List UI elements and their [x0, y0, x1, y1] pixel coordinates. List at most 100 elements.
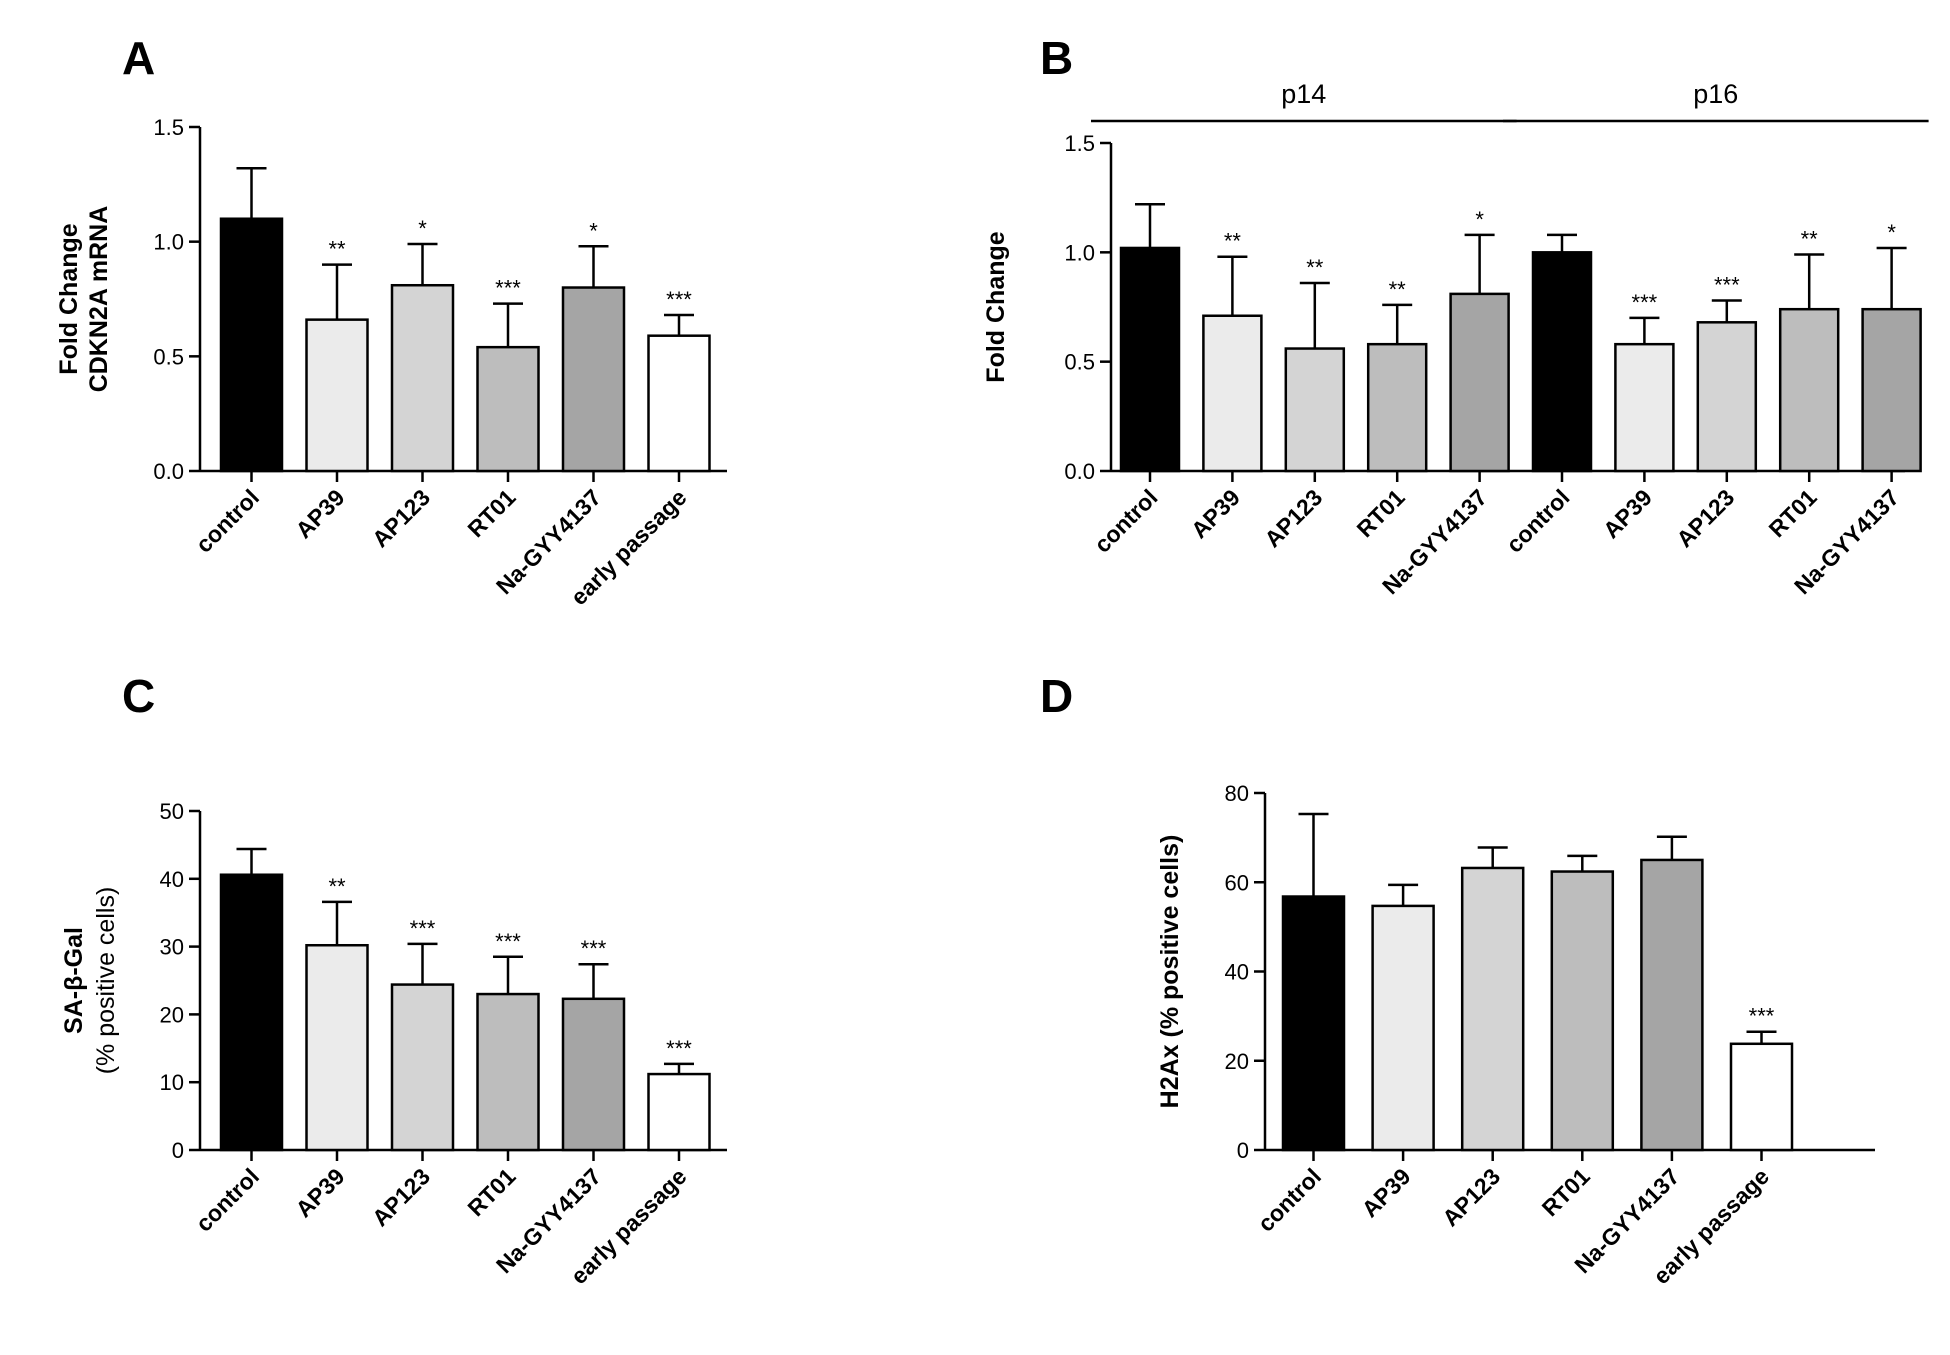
category-label-a: AP39: [290, 484, 349, 543]
y-tick-label-c: 40: [160, 867, 184, 892]
y-tick-label-d: 0: [1237, 1138, 1249, 1163]
y-axis-label-c: SA-β-Gal: [60, 927, 88, 1034]
y-tick-label-c: 10: [160, 1070, 184, 1095]
significance-marker-a: ***: [666, 287, 692, 312]
panel-c: C 0 10 20 30 40 50 SA-β-Gal (% positive cells) c…: [60, 670, 727, 1289]
panel-a: A 0.0 0.5 1.0 1.5 Fold Change CDKN2A mRNA cont…: [55, 32, 727, 610]
bar-d: [1550, 870, 1615, 1152]
group-label-b: p16: [1693, 79, 1738, 109]
y-axis-label-a: CDKN2A mRNA: [85, 206, 113, 393]
category-label-b: RT01: [1764, 484, 1822, 542]
y-tick-label-a: 0.5: [153, 344, 184, 369]
y-tick-label-d: 60: [1225, 870, 1249, 895]
category-label-b: AP123: [1671, 484, 1739, 552]
bar-a: [561, 286, 626, 473]
significance-marker-b: **: [1224, 229, 1242, 254]
y-axis-label-a: Fold Change: [55, 223, 83, 374]
y-tick-label-b: 1.5: [1064, 131, 1095, 156]
bar-b: [1778, 307, 1840, 473]
category-label-b: control: [1501, 484, 1575, 558]
significance-marker-b: **: [1306, 255, 1324, 280]
significance-marker-d: ***: [1749, 1004, 1775, 1029]
bar-b: [1202, 314, 1263, 473]
y-tick-label-c: 20: [160, 1002, 184, 1027]
significance-marker-a: ***: [495, 276, 521, 301]
bar-b: [1614, 342, 1675, 473]
y-tick-label-d: 80: [1225, 781, 1249, 806]
bar-a: [476, 345, 540, 473]
significance-marker-c: ***: [495, 929, 521, 954]
bar-d: [1281, 895, 1346, 1152]
bar-b: [1449, 292, 1510, 473]
category-label-a: RT01: [462, 484, 520, 542]
y-axis-label-c: (% positive cells): [92, 887, 120, 1075]
y-tick-label-c: 30: [160, 935, 184, 960]
y-tick-label-d: 20: [1225, 1049, 1249, 1074]
significance-marker-b: ***: [1714, 272, 1740, 297]
bar-c: [219, 873, 284, 1152]
significance-marker-a: **: [328, 237, 346, 262]
y-tick-label-a: 1.0: [153, 230, 184, 255]
significance-marker-a: *: [589, 218, 598, 243]
y-tick-label-b: 0.5: [1064, 350, 1095, 375]
significance-marker-c: ***: [410, 916, 436, 941]
panel-letter-a: A: [122, 32, 155, 84]
bar-c: [305, 943, 369, 1152]
y-tick-label-d: 40: [1225, 960, 1249, 985]
bar-a: [219, 217, 284, 473]
y-tick-label-a: 0.0: [153, 459, 184, 484]
bar-b: [1366, 342, 1428, 473]
y-tick-label-c: 50: [160, 799, 184, 824]
significance-marker-c: ***: [581, 936, 607, 961]
panel-letter-d: D: [1040, 670, 1073, 722]
bar-a: [390, 283, 455, 473]
bar-d: [1729, 1042, 1794, 1152]
category-label-b: AP39: [1186, 484, 1245, 543]
category-label-a: control: [191, 484, 265, 558]
y-axis-label-b: Fold Change: [982, 231, 1010, 382]
category-label-a: AP123: [367, 484, 435, 552]
significance-marker-c: ***: [666, 1036, 692, 1061]
bar-c: [390, 983, 455, 1152]
bar-d: [1640, 858, 1704, 1152]
panel-letter-c: C: [122, 670, 155, 722]
bar-d: [1460, 866, 1525, 1152]
category-label-b: RT01: [1352, 484, 1410, 542]
bar-b: [1119, 246, 1181, 473]
y-tick-label-c: 0: [172, 1138, 184, 1163]
significance-marker-a: *: [418, 216, 427, 241]
category-label-c: AP39: [290, 1163, 349, 1222]
category-label-b: AP123: [1259, 484, 1327, 552]
significance-marker-b: *: [1887, 220, 1896, 245]
category-label-d: RT01: [1537, 1163, 1595, 1221]
category-label-c: RT01: [462, 1163, 520, 1221]
bar-c: [476, 992, 540, 1152]
bar-c: [561, 997, 626, 1152]
significance-marker-b: *: [1475, 207, 1484, 232]
bar-b: [1531, 251, 1593, 473]
category-label-d: AP39: [1357, 1163, 1416, 1222]
y-tick-label-a: 1.5: [153, 115, 184, 140]
y-tick-label-b: 0.0: [1064, 459, 1095, 484]
panel-d: D 0 20 40 60 80 H2Ax (% positive cells) contro…: [1040, 670, 1875, 1289]
category-label-d: AP123: [1437, 1163, 1505, 1231]
significance-marker-b: **: [1389, 277, 1407, 302]
category-label-c: AP123: [367, 1163, 435, 1231]
bar-c: [647, 1072, 711, 1152]
category-label-b: control: [1089, 484, 1163, 558]
bar-b: [1284, 347, 1346, 473]
y-tick-label-b: 1.0: [1064, 240, 1095, 265]
bar-b: [1861, 307, 1922, 473]
panel-letter-b: B: [1040, 32, 1073, 84]
category-label-c: control: [191, 1163, 265, 1237]
significance-marker-b: **: [1801, 227, 1819, 252]
bar-a: [305, 318, 369, 473]
group-label-b: p14: [1281, 79, 1326, 109]
y-axis-label-d: H2Ax (% positive cells): [1156, 835, 1184, 1109]
category-label-d: control: [1253, 1163, 1327, 1237]
significance-marker-c: **: [328, 874, 346, 899]
bar-a: [647, 334, 711, 473]
significance-marker-b: ***: [1632, 290, 1658, 315]
